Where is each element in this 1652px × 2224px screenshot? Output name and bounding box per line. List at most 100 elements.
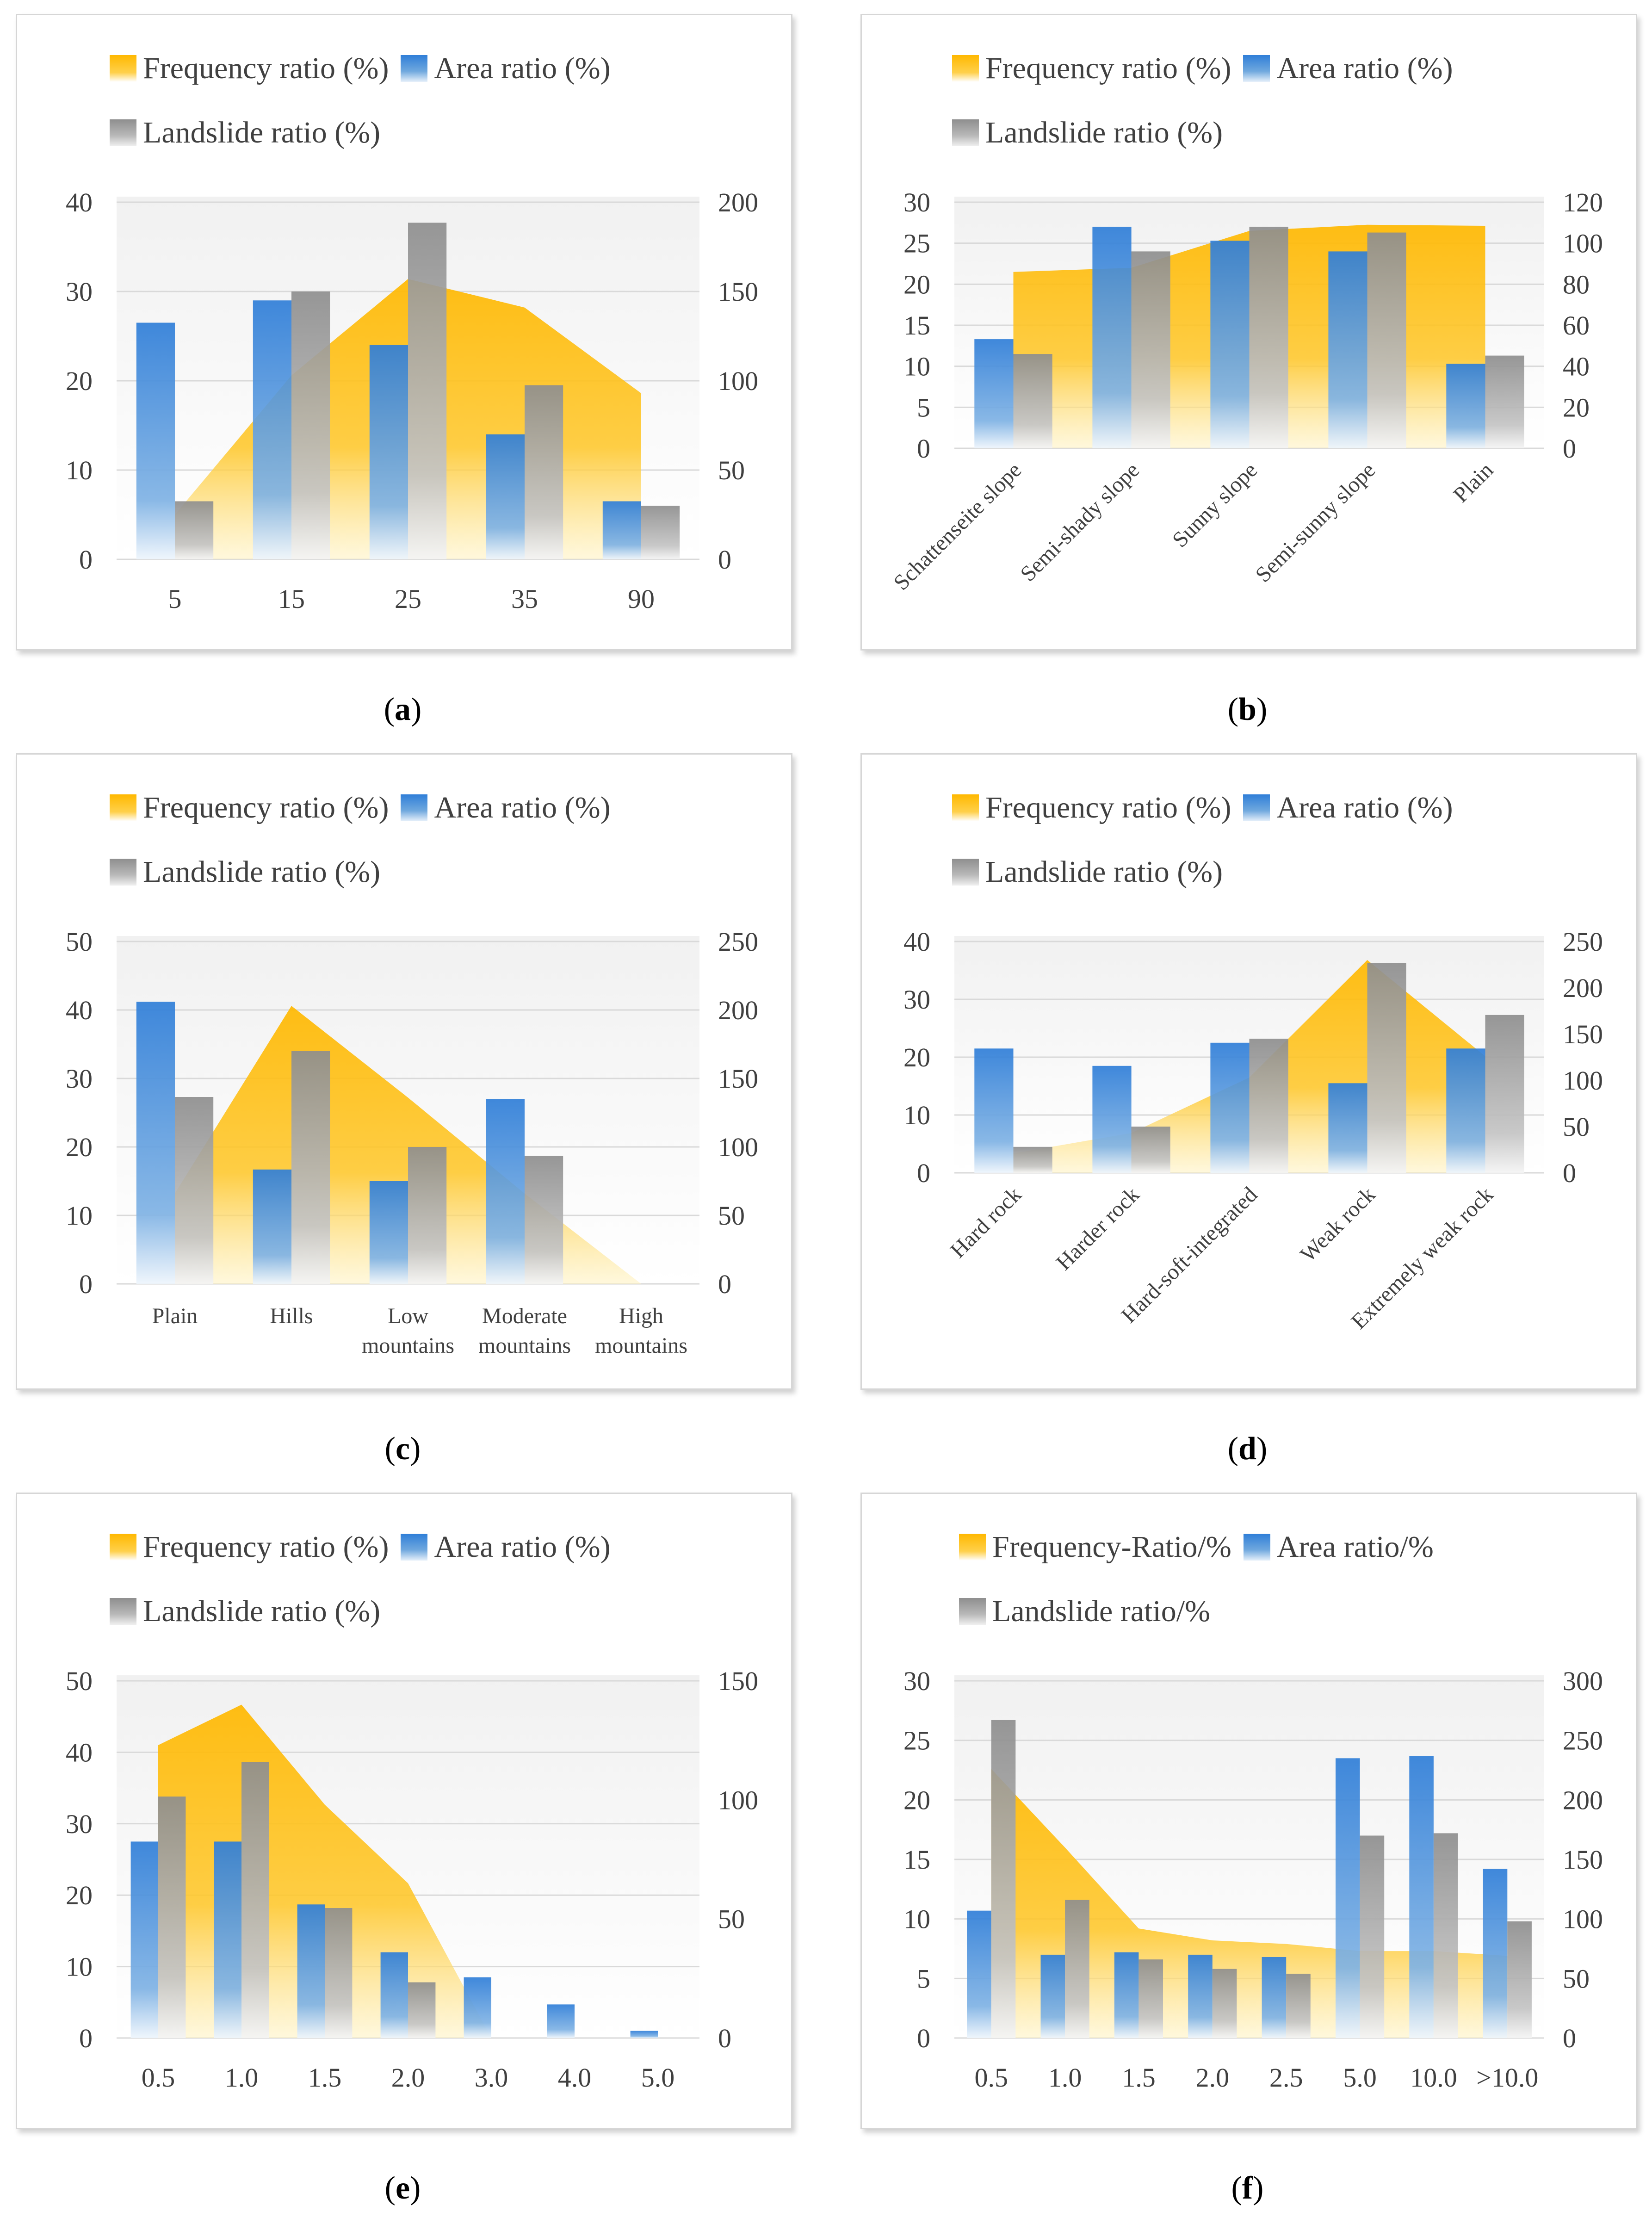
chart-panel-d: Frequency ratio (%) Area ratio (%) Landsl…: [860, 753, 1637, 1390]
area-ratio-bar: [1336, 1758, 1360, 2038]
area-ratio-bar: [1262, 1957, 1287, 2038]
landslide-ratio-bar: [408, 223, 447, 559]
category-label: Semi-sunny slope: [1251, 458, 1380, 587]
area-ratio-bar: [602, 501, 641, 559]
left-axis-tick-label: 0: [917, 2023, 930, 2053]
landslide-ratio-bar: [1249, 1039, 1288, 1173]
right-axis-tick-label: 80: [1563, 269, 1590, 299]
legend-swatch-area: [1243, 794, 1270, 821]
left-axis-tick-label: 40: [903, 927, 930, 957]
legend-item-landslide: Landslide ratio (%): [952, 854, 1223, 891]
legend-swatch-landslide: [110, 1598, 136, 1625]
category-label: 25: [395, 584, 421, 614]
caption-letter: c: [395, 1431, 410, 1467]
category-label: 1.0: [225, 2063, 259, 2093]
category-label: >10.0: [1476, 2063, 1538, 2093]
caption-letter: b: [1238, 692, 1256, 727]
area-ratio-bar: [136, 1002, 175, 1284]
right-axis-tick-label: 250: [1563, 927, 1603, 957]
area-ratio-bar: [136, 322, 175, 559]
landslide-ratio-bar: [1013, 1146, 1052, 1173]
category-label: 2.0: [391, 2063, 425, 2093]
left-axis-tick-label: 20: [903, 269, 930, 299]
legend-item-area: Area ratio/%: [1243, 1529, 1434, 1566]
area-ratio-bar: [1040, 1954, 1065, 2038]
area-ratio-bar: [214, 1841, 241, 2038]
legend-swatch-landslide: [952, 119, 979, 146]
landslide-ratio-bar: [641, 506, 680, 559]
area-ratio-bar: [1188, 1954, 1213, 2038]
landslide-ratio-bar: [1249, 227, 1288, 448]
right-axis-tick-label: 100: [1563, 229, 1603, 259]
caption-letter: e: [395, 2170, 410, 2206]
right-axis-tick-label: 100: [718, 1785, 758, 1815]
area-ratio-bar: [1446, 364, 1485, 448]
legend-label-frequency: Frequency ratio (%): [985, 51, 1231, 85]
right-axis-tick-label: 150: [1563, 1019, 1603, 1049]
left-axis-tick-label: 15: [903, 1845, 930, 1875]
right-axis-tick-label: 0: [718, 1269, 731, 1299]
left-axis-tick-label: 20: [66, 1880, 93, 1910]
category-label: Schattenseite slope: [889, 458, 1027, 595]
legend-swatch-area: [401, 1534, 428, 1561]
legend-item-area: Area ratio (%): [1243, 50, 1453, 87]
landslide-ratio-bar: [291, 291, 330, 559]
left-axis-tick-label: 20: [66, 1132, 93, 1162]
landslide-ratio-bar: [991, 1720, 1016, 2038]
right-axis-tick-label: 0: [1563, 434, 1576, 464]
category-label: 15: [278, 584, 305, 614]
legend-item-landslide: Landslide ratio (%): [110, 854, 380, 891]
category-label: Plain: [152, 1304, 198, 1328]
legend-swatch-frequency: [959, 1534, 986, 1561]
left-axis-tick-label: 5: [917, 1964, 930, 1994]
category-label: 10.0: [1410, 2063, 1457, 2093]
area-ratio-bar: [369, 1181, 408, 1284]
area-ratio-bar: [1483, 1869, 1508, 2038]
area-ratio-bar: [1409, 1756, 1434, 2038]
landslide-ratio-bar: [1013, 354, 1052, 448]
left-axis-tick-label: 20: [66, 366, 93, 396]
left-axis-tick-label: 25: [903, 1726, 930, 1756]
chart-plot: 0 10 20 30 40 0 50 100 150 200 250 Hard rock Harder …: [903, 927, 1603, 1334]
left-axis-tick-label: 10: [903, 1100, 930, 1130]
legend-label-landslide: Landslide ratio (%): [985, 855, 1223, 889]
chart-plot: 0 10 20 30 40 50 0 50 100 150 0.5 1.0 1.5 2.0 3.0 4.0 5.…: [66, 1666, 758, 2093]
legend-label-area: Area ratio/%: [1276, 1530, 1434, 1564]
legend-item-landslide: Landslide ratio (%): [952, 114, 1223, 151]
area-ratio-bar: [1328, 251, 1367, 448]
area-ratio-bar: [1114, 1952, 1139, 2038]
right-axis-tick-label: 100: [1563, 1904, 1603, 1934]
right-axis-tick-label: 200: [1563, 1785, 1603, 1815]
right-axis-tick-label: 100: [718, 366, 758, 396]
right-axis-tick-label: 120: [1563, 187, 1603, 217]
legend-swatch-frequency: [952, 55, 979, 82]
right-axis-tick-label: 40: [1563, 352, 1590, 382]
left-axis-tick-label: 0: [79, 2023, 93, 2053]
legend-label-area: Area ratio (%): [1276, 791, 1453, 824]
category-label: High mountains: [595, 1304, 687, 1358]
right-axis-tick-label: 50: [1563, 1964, 1590, 1994]
left-axis-tick-label: 0: [917, 1158, 930, 1188]
area-ratio-bar: [253, 1169, 291, 1284]
left-axis-tick-label: 30: [903, 985, 930, 1015]
legend-item-landslide: Landslide ratio/%: [959, 1593, 1210, 1630]
legend-label-frequency: Frequency-Ratio/%: [992, 1530, 1231, 1564]
area-ratio-bar: [1446, 1048, 1485, 1173]
landslide-ratio-bar: [525, 385, 563, 559]
category-label: 2.0: [1196, 2063, 1230, 2093]
landslide-ratio-bar: [175, 501, 214, 559]
landslide-ratio-bar: [1507, 1921, 1532, 2038]
right-axis-tick-label: 50: [1563, 1112, 1590, 1142]
right-axis-tick-label: 50: [718, 1904, 745, 1934]
right-axis-tick-label: 0: [1563, 2023, 1576, 2053]
category-label: 4.0: [558, 2063, 592, 2093]
landslide-ratio-bar: [325, 1908, 353, 2038]
right-axis-tick-label: 250: [718, 927, 758, 957]
category-label: 35: [511, 584, 538, 614]
legend-label-landslide: Landslide ratio/%: [992, 1594, 1211, 1628]
area-ratio-bar: [1210, 241, 1250, 448]
category-label: Harder rock: [1052, 1182, 1144, 1275]
chart-panel-c: Frequency ratio (%) Area ratio (%) Landsl…: [16, 753, 792, 1390]
left-axis-tick-label: 15: [903, 310, 930, 341]
